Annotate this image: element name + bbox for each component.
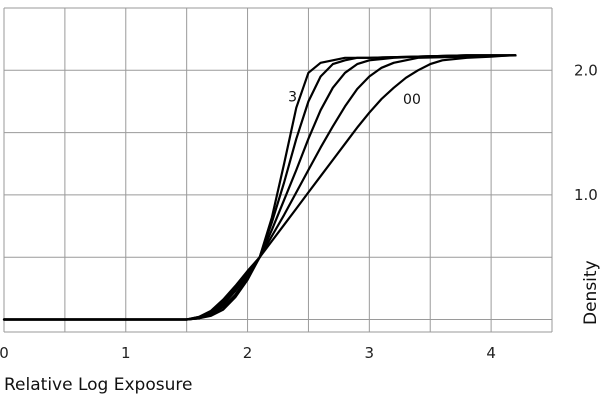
series-curve-2 <box>2 54 517 321</box>
y-tick-label: 2.0 <box>574 61 598 79</box>
x-tick-label: 3 <box>365 344 375 362</box>
series-curve-4 <box>2 54 517 321</box>
chart-series <box>2 54 517 321</box>
series-curve-3 <box>2 54 517 321</box>
x-tick-label: 2 <box>243 344 253 362</box>
y-axis-title: Density <box>581 260 601 325</box>
series-curve-1 <box>2 54 517 321</box>
x-tick-label: 0 <box>0 344 9 362</box>
x-axis-title: Relative Log Exposure <box>4 375 192 395</box>
y-tick-label: 1.0 <box>574 186 598 204</box>
x-tick-label: 1 <box>121 344 131 362</box>
x-tick-labels: 0 1 2 3 4 <box>0 344 496 362</box>
curve-annotations: 3 00 <box>288 89 421 107</box>
curve-annotation: 00 <box>403 92 421 108</box>
curve-annotation: 3 <box>288 89 297 105</box>
series-curve-5 <box>2 54 511 321</box>
y-tick-labels: 1.0 2.0 <box>574 61 598 204</box>
x-tick-label: 4 <box>486 344 496 362</box>
